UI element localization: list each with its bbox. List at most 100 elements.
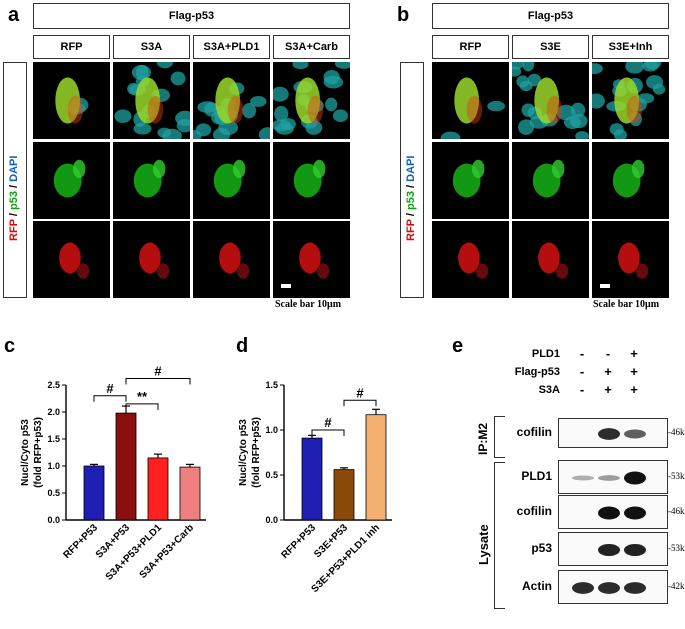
panel-a-label: a <box>8 4 20 26</box>
bar <box>333 469 355 521</box>
panel-c-bar-chart: 0.0 0.5 1.0 1.5 2.0 2.5 Nucl/Cyto p53 (fold RFP… <box>20 364 206 583</box>
blot-label: cofilin <box>516 504 552 518</box>
significance-label: # <box>356 385 364 400</box>
rfp-image <box>273 221 350 298</box>
blot-band <box>624 506 646 520</box>
y-axis-label: Nucl/Cyto p53 (fold RFP+p53) <box>238 417 262 488</box>
panel-b-label: b <box>397 4 410 26</box>
blot-label: p53 <box>531 541 552 555</box>
panel-d-label: d <box>236 335 249 357</box>
blot-band <box>598 475 620 481</box>
rfp-image <box>592 221 669 298</box>
blot-image <box>558 570 668 604</box>
panel-e-label: e <box>452 335 464 357</box>
condition-sign: + <box>604 382 612 397</box>
blot-band <box>624 471 646 485</box>
p53-image <box>33 142 110 219</box>
rfp-image <box>432 221 509 298</box>
column-header: S3E+Inh <box>592 35 669 59</box>
condition-sign: - <box>579 382 585 397</box>
merge-image <box>512 62 589 139</box>
molecular-weight-label: -53kDa <box>668 471 685 481</box>
blot-band <box>598 543 620 557</box>
stain-dapi: DAPI <box>8 155 20 182</box>
condition-sign: + <box>630 382 638 397</box>
significance-label: # <box>106 381 114 396</box>
rfp-image <box>193 221 270 298</box>
y-tick-label: 1.0 <box>265 425 278 435</box>
bar <box>115 412 137 521</box>
ip-label: IP:M2 <box>476 422 490 455</box>
x-tick-label: RFP+P53 <box>279 522 318 561</box>
condition-sign: + <box>604 364 612 379</box>
significance-label: # <box>154 364 162 379</box>
y-tick-label: 0.0 <box>265 515 278 525</box>
blot-band <box>572 475 594 481</box>
column-header: S3A <box>113 35 190 59</box>
blot-band <box>624 582 646 594</box>
p53-image <box>273 142 350 219</box>
condition-label: Flag-p53 <box>514 366 560 378</box>
blot-band <box>624 429 646 439</box>
condition-sign: - <box>579 364 585 379</box>
column-header: S3A+PLD1 <box>193 35 270 59</box>
blot-band <box>598 582 620 594</box>
panel-a-stain-label: RFP / p53 / DAPI <box>8 156 20 241</box>
panel-b-group-header: Flag-p53 <box>432 3 669 29</box>
panel-a-scale-bar-label: Scale bar 10μm <box>275 299 342 310</box>
y-tick-label: 0.5 <box>47 488 60 498</box>
blot-band <box>598 506 620 520</box>
significance-bracket <box>311 429 345 436</box>
merge-image <box>113 62 190 139</box>
bar <box>365 414 387 521</box>
molecular-weight-label: -46kDa <box>668 506 685 516</box>
significance-bracket <box>125 403 159 410</box>
panel-a-stain-box: RFP / p53 / DAPI <box>3 62 27 298</box>
panel-a-group-header: Flag-p53 <box>33 3 350 29</box>
column-header: S3E <box>512 35 589 59</box>
merge-image <box>273 62 350 139</box>
x-tick-label: RFP+P53 <box>61 522 100 561</box>
lysate-bracket <box>494 462 505 609</box>
y-tick-label: 2.0 <box>47 407 60 417</box>
p53-image <box>432 142 509 219</box>
y-tick-label: 1.5 <box>265 380 278 390</box>
blot-label: cofilin <box>516 425 552 439</box>
y-tick-label: 1.0 <box>47 461 60 471</box>
rfp-image <box>113 221 190 298</box>
blot-image <box>558 495 668 529</box>
condition-sign: - <box>605 346 611 361</box>
stain-p53: p53 <box>8 191 20 211</box>
column-header: RFP <box>33 35 110 59</box>
blot-image <box>558 532 668 566</box>
blot-image <box>558 418 668 448</box>
p53-image <box>113 142 190 219</box>
blot-band <box>624 543 646 557</box>
y-tick-label: 0.5 <box>265 470 278 480</box>
bar <box>147 457 169 521</box>
lysate-label: Lysate <box>476 524 491 565</box>
p53-image <box>193 142 270 219</box>
y-tick-label: 2.5 <box>47 380 60 390</box>
panel-b-stain-box: RFP / p53 / DAPI <box>400 62 424 298</box>
bar <box>301 437 323 521</box>
molecular-weight-label: -53kDa <box>668 543 685 553</box>
column-header: RFP <box>432 35 509 59</box>
condition-sign: - <box>579 346 585 361</box>
y-axis-label: Nucl/Cyto p53 (fold RFP+p53) <box>20 417 44 488</box>
panel-c-label: c <box>4 335 16 357</box>
p53-image <box>592 142 669 219</box>
merge-image <box>33 62 110 139</box>
column-header: S3A+Carb <box>273 35 350 59</box>
stain-sep: / <box>405 181 417 192</box>
merge-image <box>432 62 509 139</box>
condition-sign: + <box>630 346 638 361</box>
rfp-image <box>33 221 110 298</box>
stain-sep: / <box>8 181 20 192</box>
bar <box>179 466 201 521</box>
stain-p53: p53 <box>405 191 417 211</box>
stain-rfp: RFP <box>8 219 20 241</box>
blot-band <box>598 428 620 440</box>
p53-image <box>512 142 589 219</box>
significance-bracket <box>93 395 127 402</box>
